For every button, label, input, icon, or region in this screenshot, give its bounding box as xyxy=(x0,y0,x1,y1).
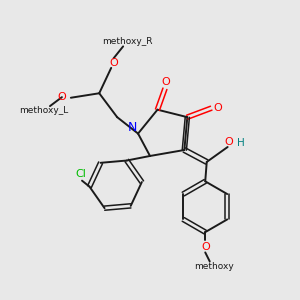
Text: H: H xyxy=(237,137,245,148)
Text: O: O xyxy=(225,137,233,147)
Text: methoxy_R: methoxy_R xyxy=(102,37,153,46)
Text: O: O xyxy=(161,77,170,87)
Text: O: O xyxy=(213,103,222,112)
Text: O: O xyxy=(109,58,118,68)
Text: O: O xyxy=(201,242,210,252)
Text: O: O xyxy=(58,92,66,102)
Text: Cl: Cl xyxy=(75,169,86,179)
Text: N: N xyxy=(128,121,137,134)
Text: methoxy: methoxy xyxy=(194,262,234,271)
Text: methoxy_L: methoxy_L xyxy=(19,106,68,115)
